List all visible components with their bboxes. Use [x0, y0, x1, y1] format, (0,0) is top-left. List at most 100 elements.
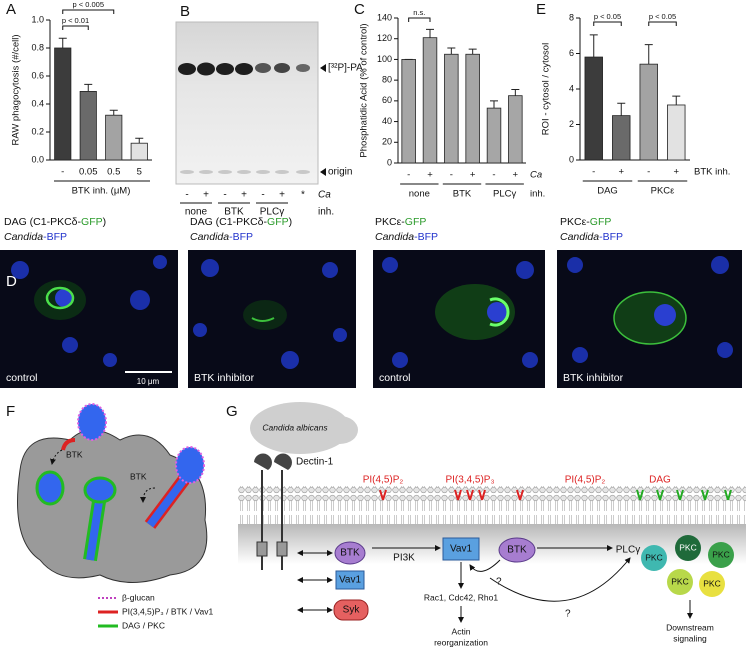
x-tick-label: 0.5 [107, 167, 120, 178]
significance-bracket [62, 9, 115, 14]
text-part: PKCε- [375, 216, 405, 228]
text-part: ) [289, 216, 293, 228]
error-bar [589, 34, 598, 58]
shape [274, 453, 292, 470]
shape [130, 290, 150, 310]
text-part: GFP [81, 216, 103, 228]
text-part: Candida [4, 231, 43, 243]
shape [641, 545, 667, 571]
label: β-glucan [122, 592, 155, 602]
label: F [6, 403, 15, 420]
bar [54, 47, 72, 161]
row-label: Ca [530, 170, 542, 181]
label: Candida-BFP [560, 231, 623, 243]
label: B [180, 3, 190, 20]
text-part: ) [103, 216, 107, 228]
significance-bracket [593, 21, 622, 26]
label: Ca [318, 190, 331, 201]
shape [281, 351, 299, 369]
shape [334, 541, 366, 565]
candida [250, 402, 350, 454]
annotation: p < 0.005 [73, 0, 105, 9]
shape [103, 353, 117, 367]
shape [180, 170, 194, 174]
shape [45, 286, 75, 310]
shape [654, 304, 676, 326]
shape [711, 256, 729, 274]
significance-bracket [648, 21, 677, 26]
label: BTK [340, 548, 360, 559]
bar [612, 115, 631, 161]
error-bar [490, 100, 498, 109]
pathway-panel: G Candida albicans Dectin-1 PI(4,5)P₂ PI… [226, 402, 746, 647]
shape [567, 257, 583, 273]
shape [717, 342, 733, 358]
label: BTK [507, 545, 527, 556]
text-part: -BFP [229, 231, 253, 243]
shape [469, 559, 501, 572]
y-tick-label: 8 [569, 12, 574, 22]
shape [320, 64, 326, 72]
y-tick-label: 0.8 [31, 42, 44, 52]
image-3 [557, 250, 742, 388]
y-tick-label: 0.6 [31, 70, 44, 80]
y-tick-label: 140 [377, 12, 392, 22]
shape [274, 63, 290, 73]
label: [³²P]-PA [328, 63, 363, 74]
text-part: -BFP [43, 231, 67, 243]
x-tick-label: - [407, 170, 410, 181]
lipid-markers [379, 489, 524, 501]
gel-panel: B [³²P]-PA origin - + - + - + * Ca none BTK PLCγ… [175, 3, 363, 218]
shape [667, 569, 693, 595]
shape [178, 63, 196, 75]
label: ? [496, 577, 502, 588]
shape [238, 524, 746, 564]
shape [382, 257, 398, 273]
error-bar [84, 83, 93, 92]
cell [17, 429, 208, 583]
lane-label: - [261, 190, 264, 201]
label: origin [328, 167, 352, 178]
text-part: DAG (C1-PKCδ- [4, 216, 82, 228]
bar [508, 95, 523, 164]
y-tick-label: 80 [382, 75, 392, 85]
shape [296, 170, 310, 174]
annotation: n.s. [413, 8, 425, 17]
shape [489, 297, 510, 327]
shape [320, 168, 326, 176]
x-tick-label: - [647, 167, 650, 178]
bar [401, 59, 416, 164]
shape [86, 494, 104, 561]
error-bar [135, 137, 144, 144]
model-panel: F BTK BTK β-glucan PI(3,4,5)P₃ / BTK / V… [6, 403, 213, 630]
y-tick-label: 0 [387, 157, 392, 167]
y-tick-label: 4 [569, 83, 574, 93]
shape [77, 403, 107, 441]
shape [0, 250, 178, 388]
shape [254, 453, 272, 470]
x-tick-label: + [470, 170, 476, 181]
lane-label: - [185, 190, 188, 201]
y-axis-label: ROI - cytosol / cytosol [541, 43, 552, 135]
label: signaling [673, 633, 707, 643]
shape [218, 170, 232, 174]
lane-label: + [203, 190, 209, 201]
shape [333, 328, 347, 342]
label: BTK [224, 207, 244, 218]
shape [489, 557, 631, 602]
shape [50, 449, 63, 465]
shape [237, 170, 251, 174]
shape [392, 352, 408, 368]
shape [243, 300, 287, 330]
gel-bands [178, 62, 310, 76]
error-bar [644, 44, 653, 65]
shape [613, 291, 687, 345]
label: Vav1 [450, 544, 472, 555]
shape [379, 489, 387, 501]
shape [442, 537, 480, 561]
label: PLCγ [260, 207, 284, 218]
label: PI(4,5)P₂ [363, 475, 404, 486]
shape [199, 170, 213, 174]
group-label: PLCγ [493, 189, 516, 200]
bar [422, 37, 438, 164]
